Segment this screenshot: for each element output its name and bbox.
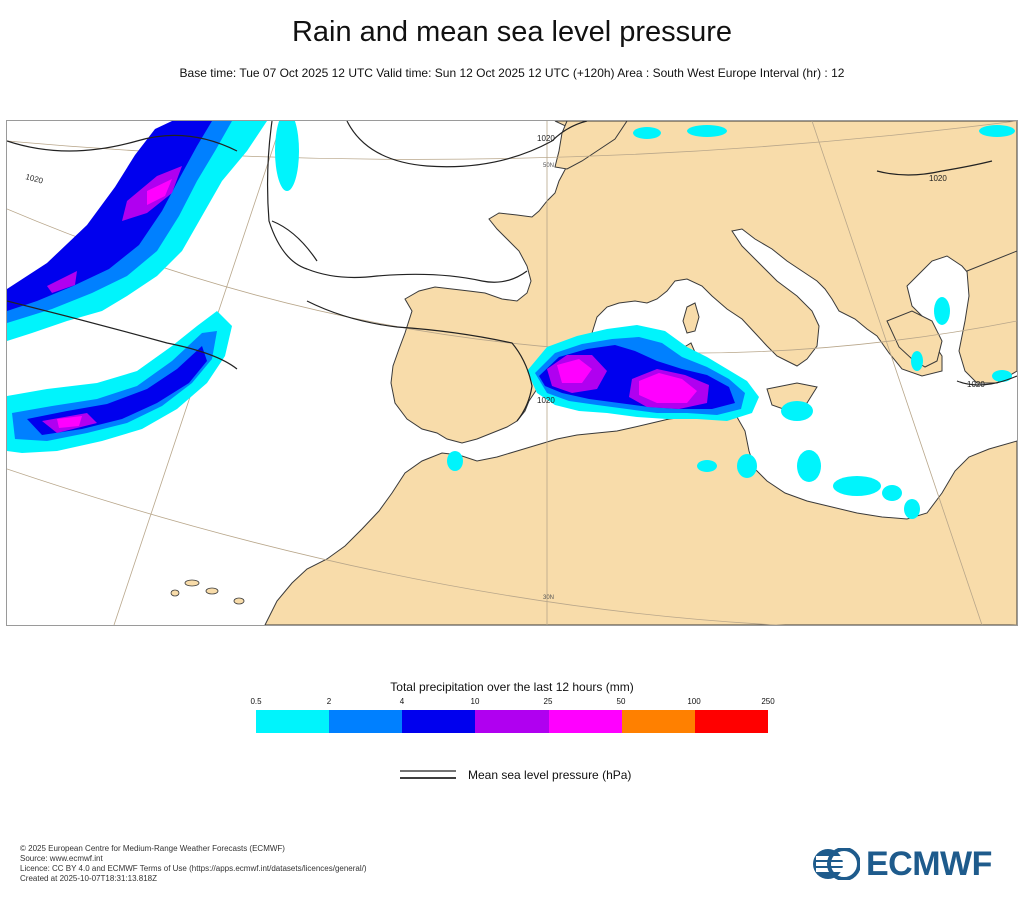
isobars bbox=[7, 121, 1017, 422]
footer: © 2025 European Centre for Medium-Range … bbox=[20, 844, 367, 884]
colorbar-swatch-3 bbox=[475, 710, 549, 733]
legend-title: Total precipitation over the last 12 hou… bbox=[390, 680, 634, 694]
isobar-label-5: 1020 bbox=[967, 380, 985, 389]
land-canaries bbox=[170, 579, 245, 605]
precip-colorbar bbox=[256, 710, 768, 733]
footer-licence: Licence: CC BY 4.0 and ECMWF Terms of Us… bbox=[20, 864, 367, 873]
isobar-label-4: 1020 bbox=[537, 396, 555, 405]
chart-title: Rain and mean sea level pressure bbox=[291, 16, 733, 48]
land-anatolia bbox=[958, 250, 1017, 384]
graticule-label-30n: 30N bbox=[543, 595, 554, 601]
footer-created: Created at 2025-10-07T18:31:13.818Z bbox=[20, 874, 157, 883]
isobar-label-2: 1020 bbox=[537, 134, 555, 143]
legend-tick: 250 bbox=[761, 697, 775, 706]
map-panel[interactable]: 50N 30N bbox=[6, 120, 1018, 626]
footer-copyright: © 2025 European Centre for Medium-Range … bbox=[20, 844, 285, 853]
legend-tick: 4 bbox=[399, 697, 405, 706]
legend-tick: 25 bbox=[543, 697, 553, 706]
precip-scattered bbox=[275, 121, 1015, 519]
isobar-label-3: 1020 bbox=[929, 174, 947, 183]
ecmwf-logo-icon bbox=[813, 848, 860, 880]
colorbar-swatch-5 bbox=[621, 710, 695, 733]
msl-legend-symbol bbox=[400, 770, 456, 779]
ecmwf-logo-text: ECMWF bbox=[866, 844, 992, 883]
colorbar-swatch-4 bbox=[548, 710, 622, 733]
colorbar-swatch-0 bbox=[256, 710, 330, 733]
ecmwf-logo: ECMWF bbox=[812, 844, 1012, 883]
chart-subtitle: Base time: Tue 07 Oct 2025 12 UTC Valid … bbox=[179, 66, 845, 80]
precip-atlantic-south bbox=[7, 311, 232, 453]
footer-source: Source: www.ecmwf.int bbox=[20, 854, 103, 863]
precip-mediterranean bbox=[527, 325, 759, 421]
legend-tick: 100 bbox=[687, 697, 701, 706]
msl-legend-label: Mean sea level pressure (hPa) bbox=[468, 768, 632, 782]
legend-ticks: 0.5 2 4 10 25 50 100 250 bbox=[250, 697, 774, 709]
legend-tick: 0.5 bbox=[250, 697, 262, 706]
colorbar-swatch-2 bbox=[402, 710, 476, 733]
graticule-label-50n: 50N bbox=[543, 163, 554, 169]
map-svg: 50N 30N bbox=[7, 121, 1017, 625]
legend-tick: 10 bbox=[470, 697, 480, 706]
precip-atlantic-north bbox=[7, 121, 267, 341]
land-corsica bbox=[682, 302, 700, 334]
land-greece bbox=[886, 310, 943, 368]
legend-tick: 2 bbox=[326, 697, 332, 706]
legend-tick: 50 bbox=[616, 697, 626, 706]
colorbar-swatch-6 bbox=[694, 710, 768, 733]
colorbar-swatch-1 bbox=[329, 710, 403, 733]
